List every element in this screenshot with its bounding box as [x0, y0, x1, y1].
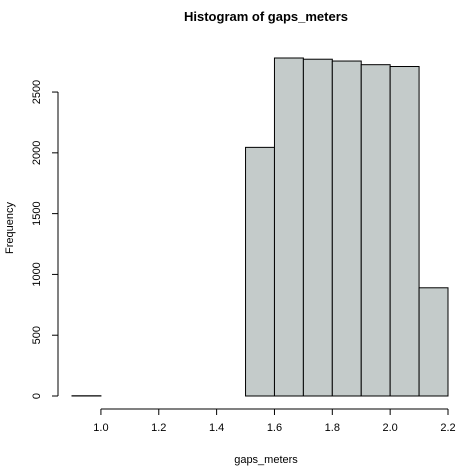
x-axis-label: gaps_meters [234, 454, 298, 466]
x-tick-label-5: 2.0 [383, 422, 398, 434]
y-tick-label-4: 2000 [31, 141, 43, 165]
x-tick-label-4: 1.8 [325, 422, 340, 434]
y-axis: 0 500 1000 1500 2000 2500 [31, 80, 59, 399]
histogram-bar-12 [418, 287, 449, 397]
histogram-bar-6 [245, 146, 275, 397]
y-tick-label-1: 500 [31, 326, 43, 344]
x-tick-label-2: 1.4 [209, 422, 224, 434]
chart-title: Histogram of gaps_meters [184, 9, 348, 24]
histogram-bar-8 [302, 58, 333, 397]
histogram-bar-10 [360, 64, 391, 397]
x-axis: 1.0 1.2 1.4 1.6 1.8 2.0 2.2 [93, 408, 456, 434]
histogram-bar-9 [331, 60, 362, 397]
y-axis-label: Frequency [4, 202, 16, 254]
x-tick-label-6: 2.2 [440, 422, 455, 434]
x-tick-label-1: 1.2 [151, 422, 166, 434]
y-tick-label-3: 1500 [31, 201, 43, 225]
x-tick-label-0: 1.0 [93, 422, 108, 434]
y-tick-label-0: 0 [31, 393, 43, 399]
histogram-bar-11 [389, 66, 420, 397]
y-tick-label-5: 2500 [31, 80, 43, 104]
x-tick-label-3: 1.6 [267, 422, 282, 434]
y-tick-label-2: 1000 [31, 262, 43, 286]
histogram-bar-7 [273, 57, 304, 397]
bars-group [71, 57, 449, 397]
